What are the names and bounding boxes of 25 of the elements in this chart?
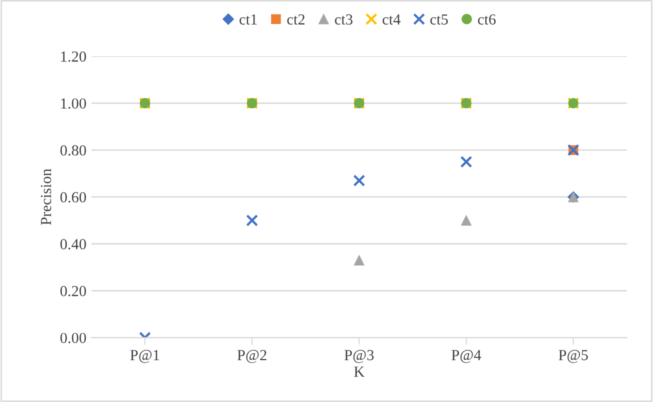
point — [246, 214, 258, 226]
legend-label: ct6 — [478, 14, 496, 25]
y-tick-label: 0.60 — [60, 192, 86, 202]
legend-label: ct4 — [382, 14, 400, 25]
y-tick-label: 0.20 — [60, 286, 86, 296]
point — [461, 215, 472, 226]
x-tick-label: P@1 — [130, 350, 160, 363]
y-axis-title: Precision — [40, 168, 52, 225]
y-tick-label: 0.00 — [60, 332, 86, 344]
legend-label: ct1 — [240, 14, 257, 25]
legend-label: ct3 — [334, 14, 352, 25]
x-tick-label: P@5 — [558, 350, 588, 363]
y-tick-label: 0.80 — [60, 145, 86, 156]
point — [353, 174, 366, 187]
x-tick-label: P@4 — [452, 350, 482, 363]
point — [460, 156, 472, 168]
x-tick-label: P@2 — [237, 350, 266, 363]
y-tick-label: 1.00 — [61, 98, 86, 109]
point — [354, 255, 364, 266]
y-tick-label: 1.20 — [61, 51, 86, 62]
legend-label: ct2 — [287, 14, 305, 25]
x-tick-label: P@3 — [344, 350, 374, 363]
legend-label: ct5 — [430, 14, 448, 25]
y-tick-label: 0.40 — [60, 239, 86, 250]
x-axis-title: K — [354, 366, 365, 377]
